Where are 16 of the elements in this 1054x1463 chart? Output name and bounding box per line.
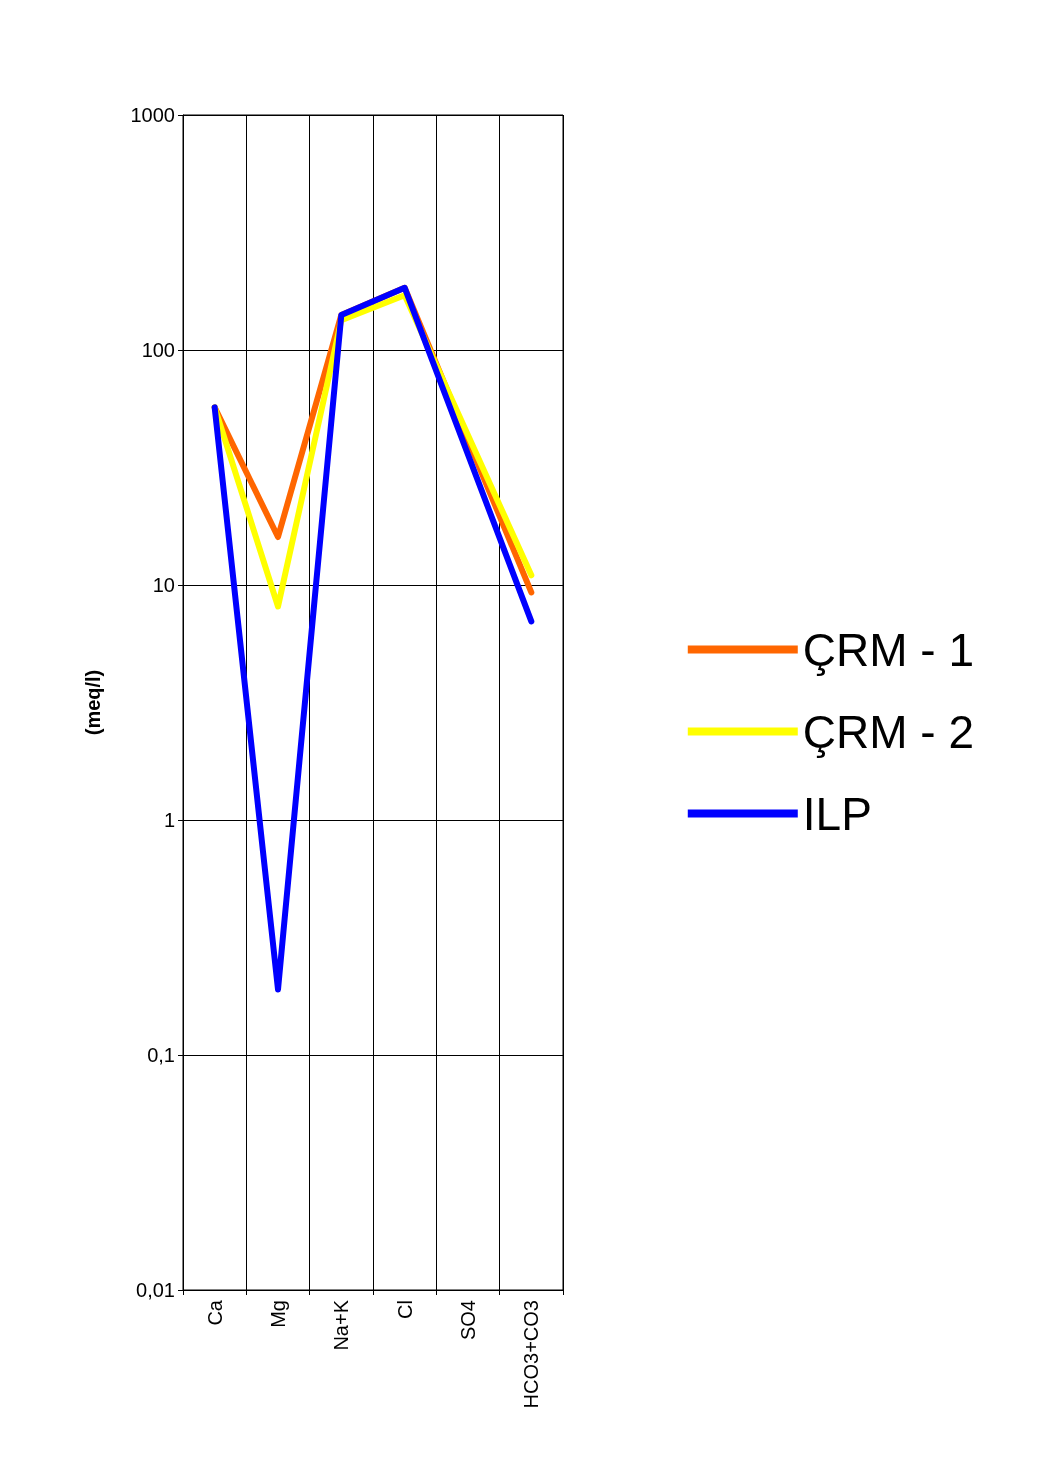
legend-label: ÇRM - 1 bbox=[802, 623, 975, 676]
y-axis-title: (meq/l) bbox=[82, 669, 104, 736]
x-tick-label: Cl bbox=[393, 1300, 416, 1319]
x-tick-label: SO4 bbox=[457, 1300, 479, 1341]
x-tick-label: Na+K bbox=[330, 1299, 353, 1351]
legend-label: ILP bbox=[802, 787, 872, 840]
y-tick-label: 1 bbox=[163, 809, 175, 831]
y-tick-label: 10 bbox=[152, 574, 175, 596]
x-tick-label: Ca bbox=[203, 1299, 226, 1326]
x-tick-label: HCO3+CO3 bbox=[520, 1300, 543, 1409]
y-tick-label: 1000 bbox=[130, 104, 175, 126]
y-tick-label: 0,1 bbox=[147, 1044, 175, 1066]
legend-label: ÇRM - 2 bbox=[802, 705, 975, 758]
y-tick-label: 100 bbox=[141, 339, 175, 361]
x-tick-label: Mg bbox=[267, 1300, 289, 1328]
y-tick-label: 0,01 bbox=[136, 1279, 175, 1301]
